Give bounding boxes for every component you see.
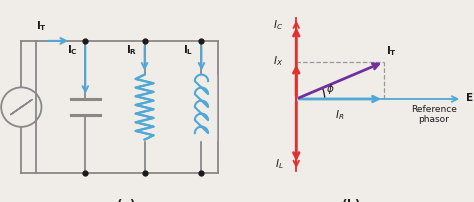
Text: $I_L$: $I_L$: [274, 157, 283, 171]
Text: $\phi$: $\phi$: [327, 82, 335, 96]
Text: $I_C$: $I_C$: [273, 18, 283, 32]
Text: $\mathbf{(b)}$: $\mathbf{(b)}$: [341, 197, 361, 202]
Text: $\mathbf{I_C}$: $\mathbf{I_C}$: [67, 44, 78, 58]
Text: $I_X$: $I_X$: [273, 54, 283, 67]
Text: $\mathbf{I_T}$: $\mathbf{I_T}$: [36, 19, 46, 33]
Text: $\mathbf{E}$: $\mathbf{E}$: [465, 91, 473, 103]
Text: $\mathbf{I_T}$: $\mathbf{I_T}$: [386, 44, 397, 58]
Text: $\mathbf{I_R}$: $\mathbf{I_R}$: [126, 44, 137, 58]
Text: Reference
phasor: Reference phasor: [411, 105, 456, 124]
Text: $\mathbf{I_L}$: $\mathbf{I_L}$: [183, 44, 193, 58]
Text: $I_R$: $I_R$: [336, 108, 345, 122]
Text: $\mathbf{(a)}$: $\mathbf{(a)}$: [116, 197, 136, 202]
